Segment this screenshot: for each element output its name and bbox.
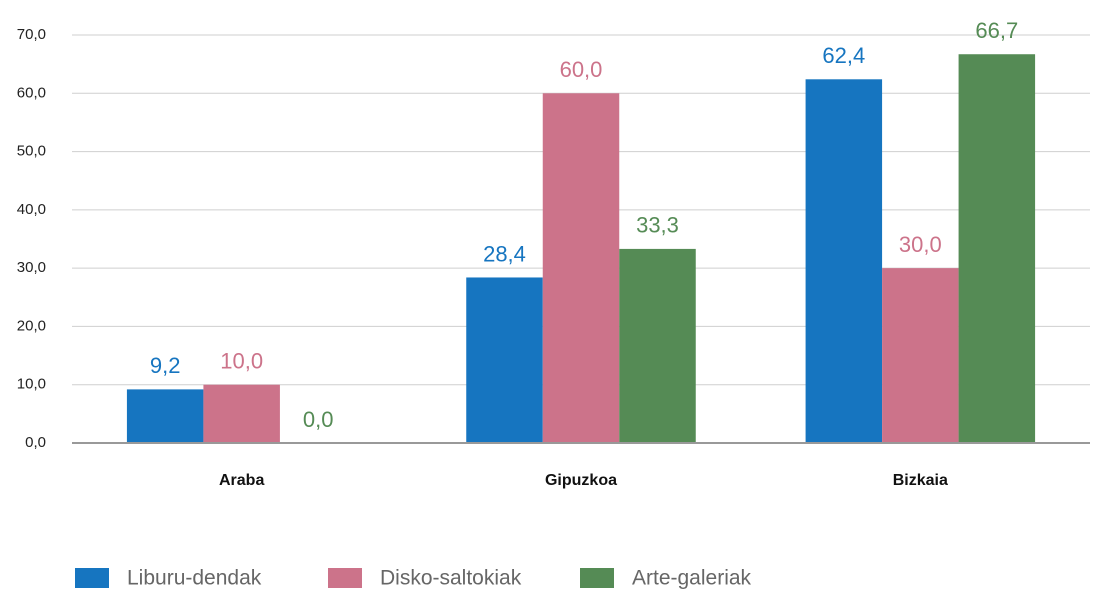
legend-label: Liburu-dendak: [127, 567, 262, 590]
value-label: 66,7: [975, 18, 1018, 43]
bar: [619, 248, 696, 443]
x-tick-label: Bizkaia: [893, 472, 948, 489]
value-label: 62,4: [822, 43, 865, 68]
y-tick-label: 10,0: [17, 376, 46, 393]
legend-swatch: [580, 568, 614, 588]
bar: [126, 389, 204, 443]
legend-label: Arte-galeriak: [632, 567, 752, 590]
value-label: 33,3: [636, 213, 679, 238]
bar: [203, 384, 280, 443]
legend-swatch: [328, 568, 362, 588]
y-tick-label: 60,0: [17, 84, 46, 101]
x-tick-label: Gipuzkoa: [545, 472, 617, 489]
y-tick-label: 20,0: [17, 317, 46, 334]
bar: [958, 54, 1036, 444]
x-tick-label: Araba: [219, 472, 264, 489]
legend-swatch: [75, 568, 109, 588]
bar: [805, 79, 883, 443]
y-tick-label: 50,0: [17, 143, 46, 160]
value-label: 9,2: [150, 353, 181, 378]
bar: [542, 93, 620, 444]
y-tick-label: 40,0: [17, 201, 46, 218]
bar: [882, 268, 959, 443]
bar: [466, 277, 543, 443]
y-tick-label: 70,0: [17, 26, 46, 43]
value-label: 0,0: [303, 407, 334, 432]
value-label: 28,4: [483, 241, 526, 266]
value-label: 10,0: [220, 349, 263, 374]
y-tick-label: 30,0: [17, 259, 46, 276]
value-label: 30,0: [899, 232, 942, 257]
legend-label: Disko-saltokiak: [380, 567, 522, 590]
y-tick-label: 0,0: [25, 434, 46, 451]
value-label: 60,0: [560, 57, 603, 82]
